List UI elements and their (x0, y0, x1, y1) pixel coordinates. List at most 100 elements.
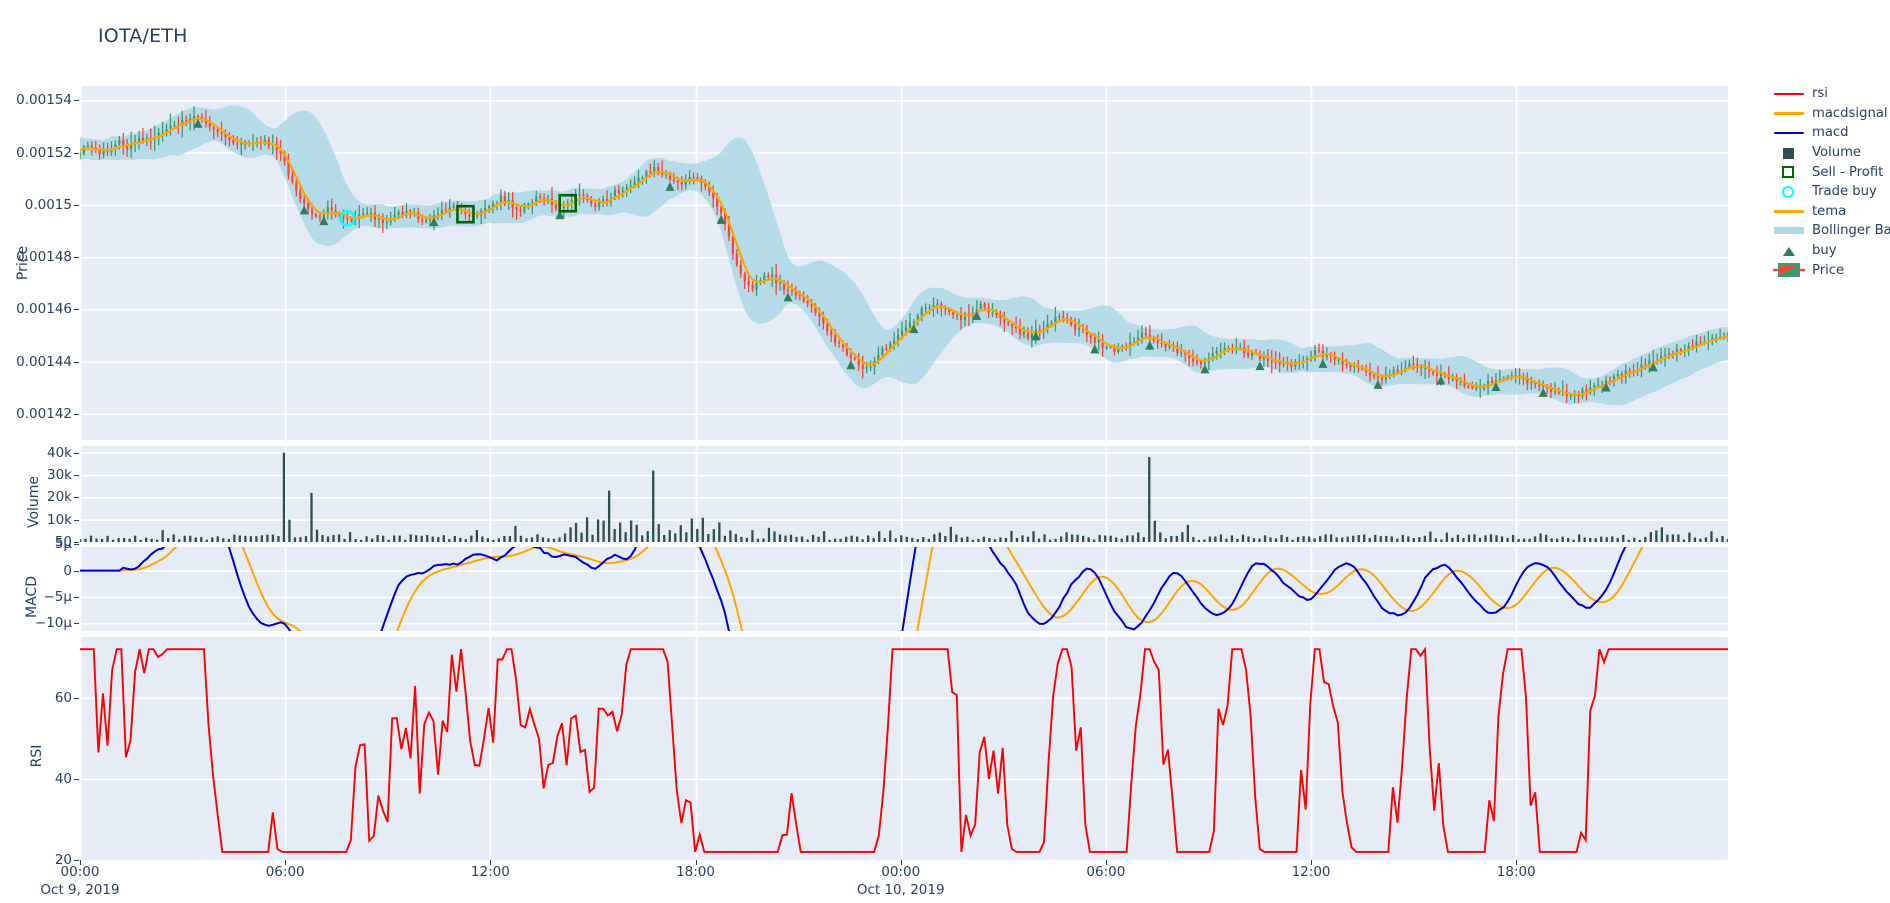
ytick-mark (74, 497, 79, 499)
volume-ytick-label: 40k (47, 444, 72, 461)
legend-item-macdsignal[interactable]: macdsignal (1772, 104, 1890, 124)
legend-label: rsi (1812, 86, 1828, 102)
ytick-mark (74, 697, 79, 699)
xtick-mark (900, 860, 902, 865)
xtick-mark (1311, 860, 1313, 865)
ytick-mark (74, 100, 79, 102)
macd-ytick-label: −5µ (43, 588, 73, 605)
legend-label: Bollinger Band (1812, 223, 1890, 239)
legend-line-icon (1772, 124, 1806, 142)
price-ytick-label: 0.00144 (16, 353, 72, 370)
legend-item-sell-profit[interactable]: Sell - Profit (1772, 162, 1890, 182)
legend-label: tema (1812, 203, 1847, 219)
legend-label: Sell - Profit (1812, 164, 1884, 180)
legend-line-icon (1772, 202, 1806, 220)
xtick-mark (1516, 860, 1518, 865)
xtick-time: 06:00 (1086, 864, 1126, 880)
legend-item-trade-buy[interactable]: Trade buy (1772, 182, 1890, 202)
xtick-time: 12:00 (470, 864, 510, 880)
legend-item-volume[interactable]: Volume (1772, 143, 1890, 163)
legend-label: macd (1812, 125, 1849, 141)
rsi-plot (80, 637, 1728, 860)
xtick-mark (490, 860, 492, 865)
rsi-panel (80, 637, 1728, 860)
legend-label: Price (1812, 262, 1845, 278)
legend-label: buy (1812, 242, 1837, 258)
legend-triangle-up-icon (1772, 242, 1806, 260)
ytick-mark (74, 309, 79, 311)
macd-ytick-label: 0 (63, 562, 72, 579)
price-panel (80, 86, 1728, 440)
volume-ytick-label: 50 (54, 533, 72, 550)
legend-candlestick-icon (1772, 261, 1806, 279)
ytick-mark (74, 204, 79, 206)
rsi-ytick-label: 20 (54, 852, 72, 868)
page-title: IOTA/ETH (98, 25, 188, 47)
ytick-mark (74, 778, 79, 780)
volume-ytick-label: 30k (47, 467, 72, 484)
ytick-mark (74, 596, 79, 598)
macd-ytick-label: 5µ (54, 536, 72, 553)
legend-label: macdsignal (1812, 105, 1888, 121)
macd-panel (80, 547, 1728, 631)
legend-item-rsi[interactable]: rsi (1772, 84, 1890, 104)
volume-ytick-label: 20k (47, 489, 72, 506)
ytick-mark (74, 413, 79, 415)
xtick-time: 00:00 (881, 864, 921, 880)
ytick-mark (74, 475, 79, 477)
xtick-label: 06:00 (266, 864, 305, 880)
ytick-mark (74, 570, 79, 572)
xtick-date: Oct 9, 2019 (40, 882, 120, 898)
ytick-mark (74, 623, 79, 625)
legend-label: Volume (1812, 144, 1862, 160)
xtick-mark (1105, 860, 1107, 865)
legend-line-icon (1772, 85, 1806, 103)
legend-item-bollinger-band[interactable]: Bollinger Band (1772, 221, 1890, 241)
ytick-mark (74, 860, 79, 861)
chart-legend: rsi macdsignal macd Volume Sell - Profit Trad… (1772, 84, 1890, 280)
xtick-time: 06:00 (265, 864, 305, 880)
legend-line-icon (1772, 104, 1806, 122)
xtick-label: 12:00 (471, 864, 510, 880)
xtick-date: Oct 10, 2019 (856, 882, 945, 898)
xtick-label: 06:00 (1086, 864, 1125, 880)
rsi-ytick-label: 40 (54, 770, 72, 787)
legend-item-tema[interactable]: tema (1772, 202, 1890, 222)
volume-panel (80, 446, 1728, 542)
price-ytick-label: 0.0015 (24, 196, 72, 213)
xtick-mark (80, 860, 81, 865)
legend-label: Trade buy (1812, 184, 1877, 200)
legend-open-square-icon (1772, 163, 1806, 181)
ytick-mark (74, 541, 79, 543)
xtick-mark (285, 860, 287, 865)
rsi-ytick-label: 60 (54, 689, 72, 706)
ytick-mark (74, 452, 79, 454)
ytick-mark (74, 152, 79, 154)
legend-item-price[interactable]: Price (1772, 260, 1890, 280)
price-ytick-label: 0.00146 (16, 301, 72, 318)
price-plot (80, 86, 1728, 440)
xtick-label: 18:00 (1497, 864, 1536, 880)
xtick-label: 00:00 Oct 9, 2019 (40, 864, 119, 898)
legend-open-circle-icon (1772, 183, 1806, 201)
ytick-mark (74, 544, 79, 546)
macd-plot (80, 547, 1728, 631)
xtick-label: 18:00 (676, 864, 715, 880)
ytick-mark (74, 257, 79, 259)
ytick-mark (74, 519, 79, 521)
legend-item-macd[interactable]: macd (1772, 123, 1890, 143)
xtick-time: 00:00 (60, 864, 100, 880)
legend-item-buy[interactable]: buy (1772, 241, 1890, 261)
xtick-time: 18:00 (1496, 864, 1536, 880)
xtick-time: 18:00 (676, 864, 715, 880)
price-ytick-label: 0.00154 (16, 92, 72, 109)
xtick-time: 12:00 (1291, 864, 1331, 880)
legend-band-icon (1772, 222, 1806, 240)
price-ytick-label: 0.00148 (16, 249, 72, 266)
legend-filled-square-icon (1772, 144, 1806, 162)
volume-plot (80, 446, 1728, 542)
xtick-label: 12:00 (1292, 864, 1331, 880)
macd-ytick-label: −10µ (34, 615, 72, 632)
rsi-axis-title: RSI (29, 744, 45, 768)
